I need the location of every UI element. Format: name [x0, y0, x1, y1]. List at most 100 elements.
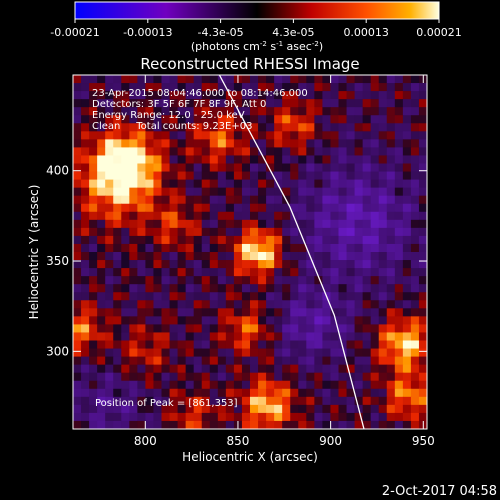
heatmap-cell — [97, 292, 106, 301]
heatmap-cell — [386, 404, 396, 414]
heatmap-cell — [322, 83, 331, 92]
heatmap-cell — [290, 227, 299, 237]
heatmap-cell — [89, 91, 98, 100]
heatmap-cell — [73, 139, 82, 148]
heatmap-cell — [370, 91, 380, 100]
heatmap-cell — [129, 99, 138, 108]
heatmap-cell — [282, 340, 291, 350]
heatmap-cell — [89, 107, 98, 116]
heatmap-cell — [153, 123, 162, 132]
heatmap-cell — [394, 179, 404, 189]
heatmap-cell — [362, 364, 372, 374]
heatmap-cell — [169, 219, 179, 229]
heatmap-cell — [97, 75, 106, 84]
heatmap-cell — [185, 235, 195, 245]
heatmap-cell — [330, 380, 339, 390]
heatmap-cell — [418, 195, 427, 205]
heatmap-cell — [258, 404, 267, 414]
heatmap-cell — [73, 171, 82, 181]
heatmap-cell — [266, 324, 275, 333]
heatmap-cell — [314, 268, 323, 277]
heatmap-cell — [402, 203, 412, 213]
annotation-detectors: Detectors: 3F 5F 6F 7F 8F 9F, Att 0 — [92, 99, 266, 110]
heatmap-cell — [105, 316, 114, 325]
heatmap-cell — [145, 300, 154, 309]
heatmap-cell — [193, 139, 203, 148]
heatmap-cell — [177, 292, 187, 301]
heatmap-cell — [394, 187, 404, 197]
heatmap-cell — [266, 292, 275, 301]
heatmap-cell — [113, 99, 122, 108]
heatmap-cell — [185, 308, 195, 317]
heatmap-cell — [346, 300, 356, 309]
heatmap-cell — [274, 372, 283, 382]
heatmap-cell — [354, 260, 364, 269]
heatmap-cell — [121, 91, 130, 100]
heatmap-cell — [266, 364, 275, 374]
heatmap-cell — [298, 356, 307, 366]
heatmap-cell — [137, 412, 146, 422]
heatmap-cell — [370, 123, 380, 132]
heatmap-cell — [418, 123, 427, 132]
heatmap-cell — [338, 284, 348, 293]
heatmap-cell — [346, 260, 356, 269]
heatmap-cell — [201, 308, 211, 317]
heatmap-cell — [209, 91, 219, 100]
y-tick-label: 400 — [46, 164, 69, 178]
heatmap-cell — [169, 147, 179, 156]
heatmap-cell — [241, 252, 251, 261]
heatmap-cell — [73, 396, 82, 406]
heatmap-cell — [370, 372, 380, 382]
heatmap-cell — [193, 260, 203, 269]
heatmap-cell — [258, 348, 267, 358]
heatmap-cell — [217, 388, 227, 398]
heatmap-cell — [209, 243, 219, 253]
heatmap-cell — [346, 324, 356, 333]
heatmap-cell — [346, 348, 356, 358]
heatmap-cell — [298, 268, 307, 277]
heatmap-cell — [233, 123, 243, 132]
heatmap-cell — [370, 75, 380, 84]
heatmap-cell — [378, 332, 388, 341]
heatmap-cell — [298, 252, 307, 261]
heatmap-cell — [105, 340, 114, 350]
heatmap-cell — [418, 99, 427, 108]
heatmap-cell — [233, 348, 243, 358]
heatmap-cell — [306, 155, 315, 164]
heatmap-cell — [185, 372, 195, 382]
heatmap-cell — [306, 211, 315, 221]
heatmap-cell — [250, 396, 259, 406]
heatmap-cell — [169, 115, 179, 124]
heatmap-cell — [217, 155, 227, 164]
heatmap-cell — [266, 308, 275, 317]
heatmap-cell — [386, 284, 396, 293]
heatmap-cell — [290, 260, 299, 269]
heatmap-cell — [185, 300, 195, 309]
heatmap-cell — [241, 292, 251, 301]
heatmap-cell — [193, 364, 203, 374]
heatmap-cell — [121, 195, 130, 205]
heatmap-cell — [97, 155, 106, 164]
heatmap-cell — [121, 171, 130, 181]
heatmap-cell — [113, 316, 122, 325]
heatmap-cell — [209, 364, 219, 374]
heatmap-cell — [282, 163, 291, 173]
heatmap-cell — [193, 75, 203, 84]
heatmap-cell — [201, 219, 211, 229]
heatmap-cell — [145, 187, 154, 197]
heatmap-cell — [322, 131, 331, 140]
heatmap-cell — [298, 75, 307, 84]
heatmap-cell — [282, 75, 291, 84]
heatmap-cell — [193, 292, 203, 301]
heatmap-cell — [330, 372, 339, 382]
solar-limb-line — [218, 75, 365, 429]
heatmap-cell — [145, 308, 154, 317]
heatmap-cell — [394, 388, 404, 398]
heatmap-cell — [161, 139, 171, 148]
heatmap-cell — [274, 147, 283, 156]
heatmap-cell — [201, 115, 211, 124]
heatmap-cell — [402, 388, 412, 398]
heatmap-cell — [250, 171, 259, 181]
heatmap-cell — [129, 147, 138, 156]
